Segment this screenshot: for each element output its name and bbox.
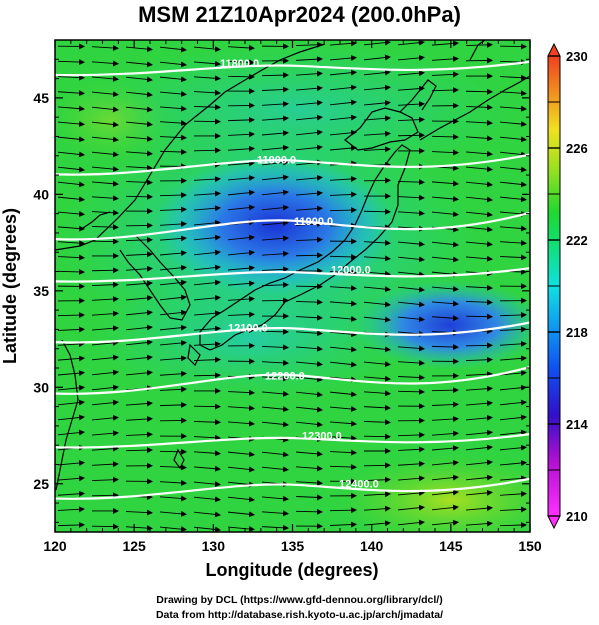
colorbar-tick-label: 226 (566, 141, 588, 156)
contour-line (55, 477, 530, 500)
colorbar-tick-label: 210 (566, 509, 588, 524)
x-tick-label: 150 (518, 538, 542, 554)
credit-drawing: Drawing by DCL (https://www.gfd-dennou.o… (156, 594, 443, 606)
contour-label: 11900.0 (294, 216, 333, 228)
y-tick-label: 30 (33, 379, 49, 395)
colorbar: 210 214 218 222 226 230 (547, 42, 588, 530)
contour-line (55, 433, 530, 449)
contour-label: 12200.0 (265, 371, 305, 383)
contour-label: 12000.0 (331, 264, 371, 276)
contour-label: 12100.0 (228, 322, 268, 334)
axes: 120 125 130 135 140 145 150 25 30 35 40 45 (33, 40, 542, 554)
contour-line (55, 321, 530, 344)
x-tick-label: 120 (43, 538, 67, 554)
colorbar-tick-label: 230 (566, 49, 588, 64)
credit-data-source: Data from http://database.rish.kyoto-u.a… (155, 609, 444, 621)
colorbar-tick-label: 222 (566, 233, 588, 248)
y-axis-title: Latitude (degrees) (0, 208, 20, 364)
contour-label: 12400.0 (339, 479, 379, 491)
x-tick-label: 135 (281, 538, 305, 554)
chart-title: MSM 21Z10Apr2024 (200.0hPa) (138, 2, 461, 27)
contour-line (55, 153, 530, 176)
x-axis-title: Longitude (degrees) (205, 560, 378, 580)
y-tick-label: 40 (33, 186, 49, 202)
y-tick-label: 25 (33, 476, 49, 492)
contour-line (55, 60, 530, 77)
colorbar-tick-label: 218 (566, 325, 588, 340)
y-tick-label: 35 (33, 283, 49, 299)
x-tick-label: 145 (439, 538, 463, 554)
coastline (55, 40, 530, 491)
x-tick-label: 125 (122, 538, 146, 554)
contour-line (55, 267, 530, 283)
contour-label: 12300.0 (302, 430, 342, 442)
height-contours: 11800.0 11900.0 11900.0 12000.0 12100.0 12200… (55, 58, 530, 500)
contour-line (55, 366, 530, 395)
contour-line (55, 211, 530, 241)
x-tick-label: 130 (202, 538, 226, 554)
temperature-field: 11800.0 11900.0 11900.0 12000.0 12100.0 12200… (55, 40, 530, 532)
contour-label: 11800.0 (220, 58, 259, 70)
contour-label: 11900.0 (257, 154, 296, 166)
y-tick-label: 45 (33, 90, 49, 106)
x-tick-label: 140 (360, 538, 384, 554)
colorbar-tick-label: 214 (566, 417, 588, 432)
